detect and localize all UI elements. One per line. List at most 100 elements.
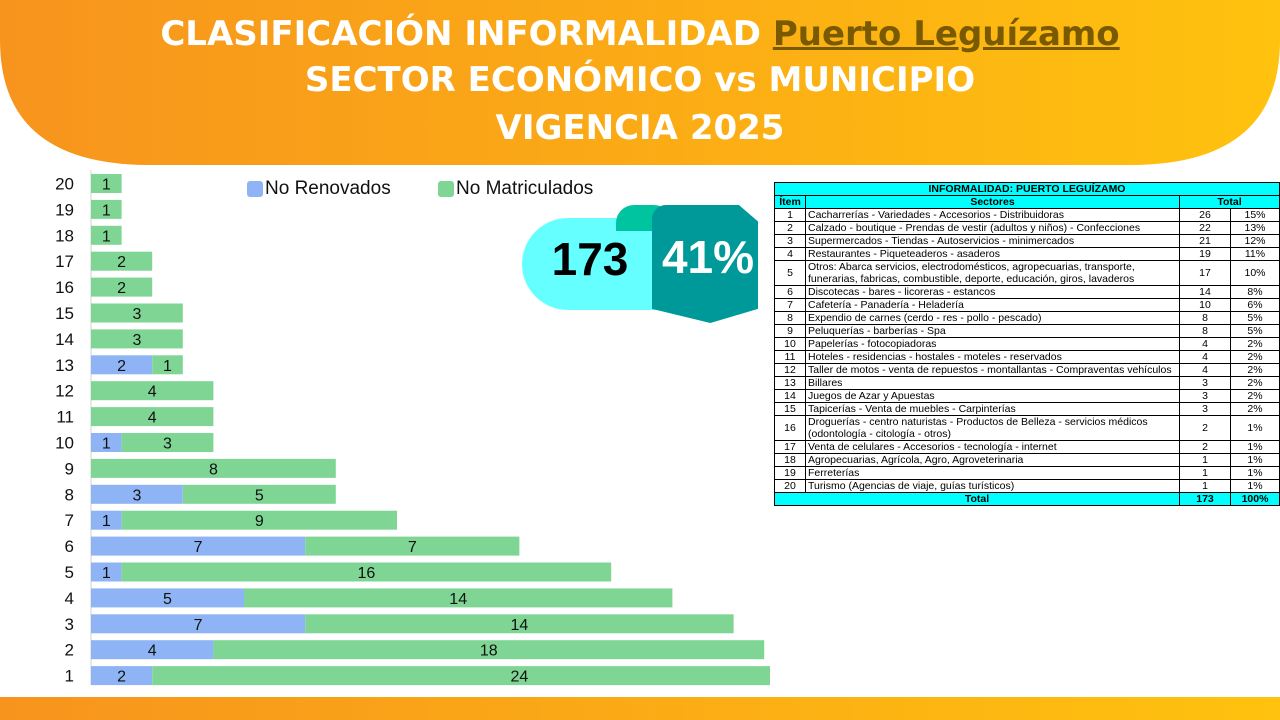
bar-no-renovados — [91, 510, 122, 530]
y-tick-label: 17 — [55, 252, 74, 271]
bar-value-label: 5 — [163, 591, 172, 608]
legend-label: No Renovados — [265, 178, 391, 199]
bar-value-label: 1 — [102, 565, 111, 582]
bar-no-matriculados — [152, 355, 183, 375]
table-row: 14 Juegos de Azar y Apuestas 3 2% — [774, 389, 1280, 403]
bar-no-matriculados — [91, 225, 122, 245]
row-item: 1 — [774, 208, 806, 222]
row-item: 8 — [774, 311, 806, 325]
row-item: 13 — [774, 376, 806, 390]
bar-value-label: 8 — [209, 461, 218, 478]
title-prefix: CLASIFICACIÓN INFORMALIDAD — [160, 14, 761, 54]
row-item: 12 — [774, 363, 806, 377]
percent-value: 41% — [661, 231, 755, 283]
bar-no-matriculados — [91, 251, 153, 271]
row-pct: 1% — [1230, 479, 1280, 493]
row-sector: Discotecas - bares - licoreras - estanco… — [805, 285, 1180, 299]
row-pct: 2% — [1230, 402, 1280, 416]
bar-no-renovados — [91, 484, 183, 504]
row-sector: Tapicerías - Venta de muebles - Carpinte… — [805, 402, 1180, 416]
row-item: 18 — [774, 453, 806, 467]
col-header-item: Ítem — [774, 195, 806, 209]
bar-no-renovados — [91, 562, 122, 582]
table-row: 12 Taller de motos - venta de repuestos -… — [774, 363, 1280, 377]
bar-no-renovados — [91, 666, 153, 686]
bar-no-matriculados — [91, 199, 122, 219]
bar-value-label: 7 — [194, 539, 203, 556]
bar-no-matriculados — [244, 588, 673, 608]
row-sector: Otros: Abarca servicios, electrodoméstic… — [805, 260, 1180, 286]
row-pct: 6% — [1230, 298, 1280, 312]
row-sector: Supermercados - Tiendas - Autoservicios … — [805, 234, 1180, 248]
y-tick-label: 20 — [55, 175, 74, 194]
row-item: 2 — [774, 221, 806, 235]
legend-swatch-blue — [247, 181, 263, 197]
bar-value-label: 1 — [102, 513, 111, 530]
row-sector: Turismo (Agencias de viaje, guías turíst… — [805, 479, 1180, 493]
bar-no-renovados — [91, 588, 244, 608]
bar-no-matriculados — [182, 484, 336, 504]
row-pct: 2% — [1230, 376, 1280, 390]
y-tick-label: 6 — [65, 537, 74, 556]
bar-no-matriculados — [121, 562, 612, 582]
bar-no-matriculados — [305, 536, 520, 556]
bar-value-label: 2 — [117, 669, 126, 686]
table-row: 17 Venta de celulares - Accesorios - tecn… — [774, 440, 1280, 454]
row-item: 14 — [774, 389, 806, 403]
bar-no-renovados — [91, 433, 122, 452]
row-pct: 8% — [1230, 285, 1280, 299]
bar-value-label: 7 — [194, 617, 203, 634]
bar-value-label: 3 — [132, 487, 141, 504]
row-pct: 2% — [1230, 389, 1280, 403]
row-item: 15 — [774, 402, 806, 416]
row-sector: Taller de motos - venta de repuestos - m… — [805, 363, 1180, 377]
municipality-link[interactable]: Puerto Leguízamo — [772, 14, 1120, 54]
y-tick-label: 15 — [55, 304, 74, 323]
bar-no-matriculados — [305, 614, 734, 634]
row-count: 3 — [1179, 402, 1231, 416]
total-pct: 100% — [1230, 492, 1280, 506]
stacked-bar-chart: 1 2 242 4 183 7 144 5 145 1 166 7 77 1 98 3 59 810 1 311 412… — [55, 170, 770, 686]
row-item: 5 — [774, 260, 806, 286]
bar-no-matriculados — [91, 407, 214, 427]
bar-value-label: 1 — [102, 436, 111, 453]
legend-swatch-green — [438, 181, 454, 197]
bar-no-matriculados — [121, 433, 214, 452]
row-sector: Restaurantes - Piqueteaderos - asaderos — [805, 247, 1180, 261]
table-row: 9 Peluquerías - barberías - Spa 8 5% — [774, 324, 1280, 338]
row-pct: 2% — [1230, 350, 1280, 364]
row-pct: 1% — [1230, 466, 1280, 480]
bar-no-matriculados — [91, 303, 183, 323]
row-sector: Venta de celulares - Accesorios - tecnol… — [805, 440, 1180, 454]
row-count: 2 — [1179, 440, 1231, 454]
row-count: 1 — [1179, 453, 1231, 467]
table-row: 1 Cacharrerías - Variedades - Accesorios … — [774, 208, 1280, 222]
total-badge-bg — [522, 218, 662, 310]
y-tick-label: 18 — [55, 226, 74, 245]
row-item: 7 — [774, 298, 806, 312]
row-pct: 5% — [1230, 311, 1280, 325]
row-count: 2 — [1179, 415, 1231, 441]
bar-value-label: 7 — [408, 539, 417, 556]
y-tick-label: 16 — [55, 278, 74, 297]
bottom-bar — [0, 697, 1280, 720]
y-tick-label: 8 — [65, 485, 74, 504]
bar-no-matriculados — [152, 666, 770, 686]
row-count: 3 — [1179, 389, 1231, 403]
bar-value-label: 16 — [358, 565, 376, 582]
row-count: 21 — [1179, 234, 1231, 248]
y-tick-label: 19 — [55, 200, 74, 219]
table-row: 4 Restaurantes - Piqueteaderos - asaderos… — [774, 247, 1280, 261]
bar-no-renovados — [91, 614, 306, 634]
table-row: 13 Billares 3 2% — [774, 376, 1280, 390]
row-count: 4 — [1179, 363, 1231, 377]
y-tick-label: 13 — [55, 356, 74, 375]
percent-badge-bg — [652, 205, 758, 323]
y-tick-label: 14 — [55, 330, 74, 349]
row-sector: Juegos de Azar y Apuestas — [805, 389, 1180, 403]
legend-no-renovados: No Renovados — [247, 178, 391, 200]
y-tick-label: 12 — [55, 382, 74, 401]
table-row: 11 Hoteles - residencias - hostales - mot… — [774, 350, 1280, 364]
table-row: 16 Droguerías - centro naturistas - Produ… — [774, 415, 1280, 441]
table-row: 2 Calzado - boutique - Prendas de vestir … — [774, 221, 1280, 235]
